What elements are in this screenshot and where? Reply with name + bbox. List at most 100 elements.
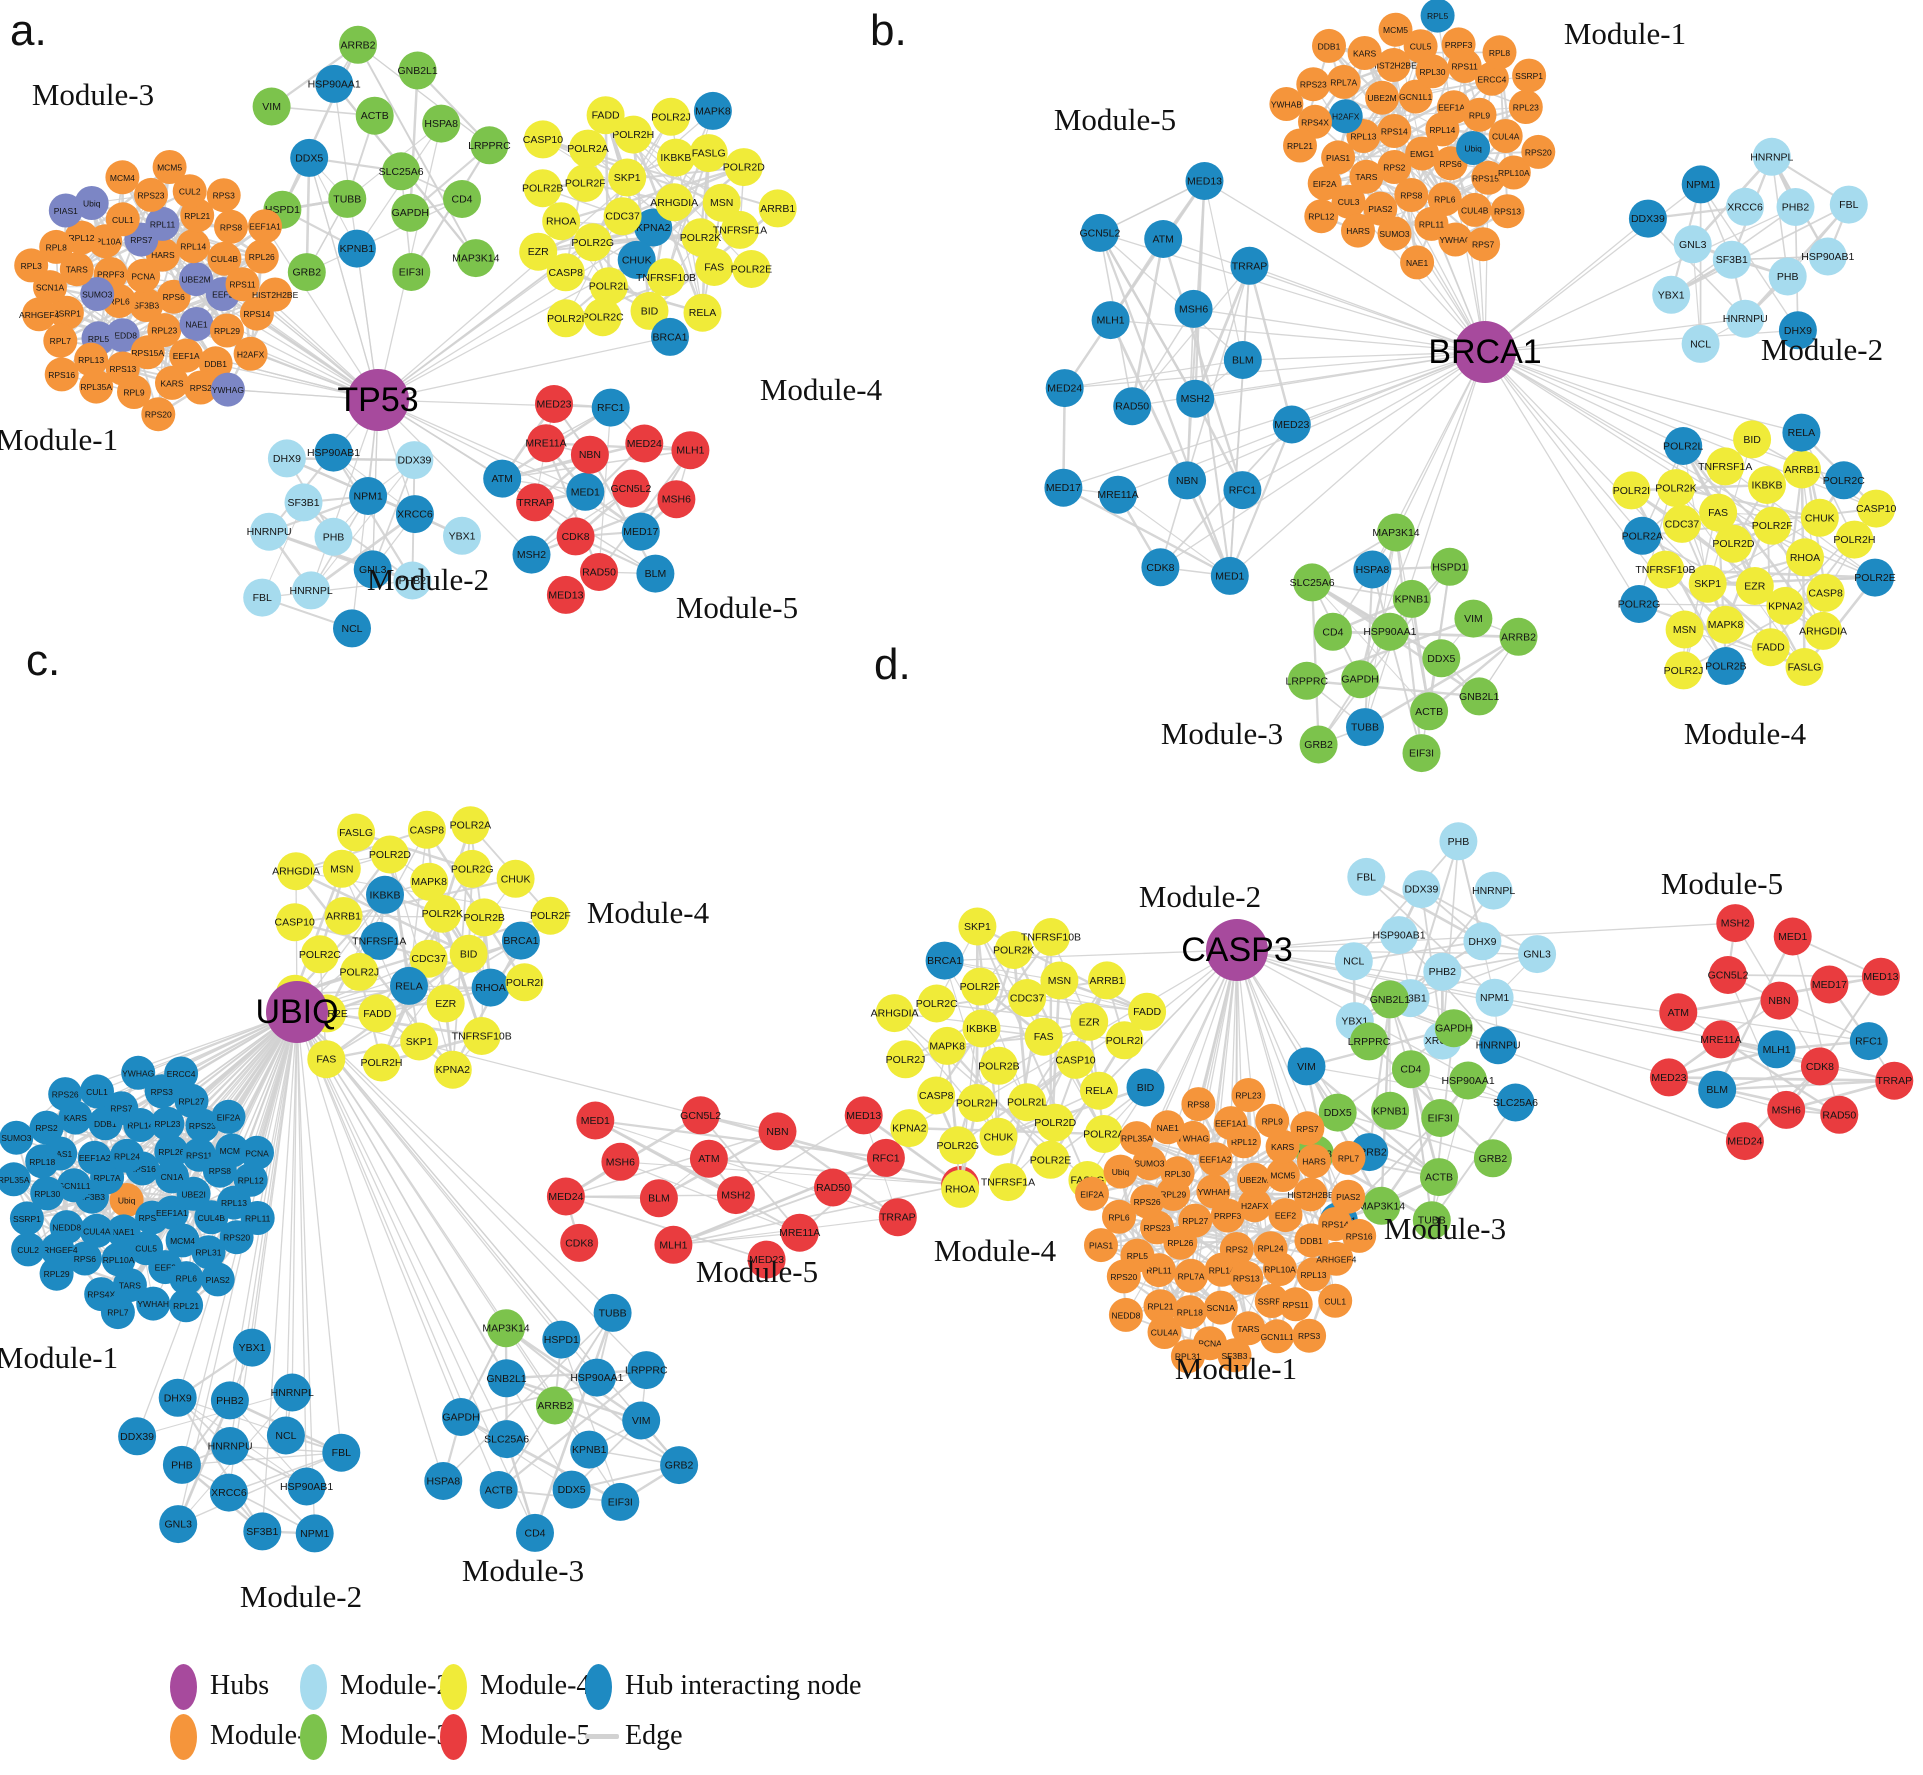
node-BID[interactable]: BID [1126, 1068, 1165, 1107]
node-SUMO3[interactable]: SUMO3 [1377, 216, 1412, 251]
node-DDX5[interactable]: DDX5 [1318, 1093, 1357, 1132]
node-circle[interactable] [353, 550, 392, 589]
node-Ubiq[interactable]: Ubiq [1103, 1154, 1138, 1189]
node-RPS13[interactable]: RPS13 [1490, 194, 1525, 229]
node-TRRAP[interactable]: TRRAP [516, 483, 555, 522]
node-circle[interactable] [134, 177, 168, 212]
node-circle[interactable] [100, 1295, 135, 1330]
node-circle[interactable] [732, 250, 771, 288]
node-GNL3[interactable]: GNL3 [1673, 225, 1712, 264]
node-circle[interactable] [74, 186, 109, 220]
node-POLR2B[interactable]: POLR2B [1705, 647, 1747, 685]
node-circle[interactable] [1412, 1201, 1451, 1240]
node-SUMO3[interactable]: SUMO3 [1132, 1146, 1167, 1181]
node-SF3B3[interactable]: SF3B3 [129, 288, 164, 322]
node-circle[interactable] [1103, 1154, 1138, 1189]
node-RFC1[interactable]: RFC1 [1849, 1022, 1888, 1061]
node-circle[interactable] [243, 578, 282, 617]
node-PHB[interactable]: PHB [1439, 822, 1478, 861]
node-BRCA1[interactable]: BRCA1 [925, 941, 964, 980]
node-EEF1A2[interactable]: EEF1A2 [77, 1140, 112, 1175]
node-LRPPRC[interactable]: LRPPRC [1348, 1022, 1391, 1061]
node-circle[interactable] [172, 174, 207, 209]
node-circle[interactable] [1362, 1186, 1401, 1225]
node-circle[interactable] [589, 267, 628, 306]
node-circle[interactable] [442, 1398, 480, 1436]
node-CDK8[interactable]: CDK8 [1800, 1047, 1839, 1086]
node-RPL21[interactable]: RPL21 [1143, 1289, 1178, 1324]
node-HNRNPU[interactable]: HNRNPU [1723, 299, 1768, 338]
node-circle[interactable] [614, 115, 653, 154]
node-HARS[interactable]: HARS [1341, 213, 1375, 248]
node-RPS7[interactable]: RPS7 [1290, 1111, 1325, 1146]
node-GNL3[interactable]: GNL3 [353, 550, 392, 589]
node-DDX5[interactable]: DDX5 [552, 1470, 591, 1509]
node-HNRNPL[interactable]: HNRNPL [1750, 137, 1794, 176]
node-SF3B1[interactable]: SF3B1 [284, 483, 323, 522]
node-circle[interactable] [1726, 187, 1764, 226]
node-circle[interactable] [689, 134, 728, 173]
node-PHB[interactable]: PHB [1768, 257, 1807, 296]
node-POLR2L[interactable]: POLR2L [1663, 427, 1703, 465]
node-circle[interactable] [1080, 213, 1119, 252]
node-RPS14[interactable]: RPS14 [1377, 114, 1412, 148]
node-BRCA1[interactable]: BRCA1 [651, 317, 689, 356]
node-circle[interactable] [1785, 648, 1824, 686]
node-circle[interactable] [105, 160, 140, 195]
node-circle[interactable] [542, 1320, 581, 1359]
node-LRPPRC[interactable]: LRPPRC [468, 126, 511, 165]
node-GNB2L1[interactable]: GNB2L1 [397, 51, 438, 90]
node-circle[interactable] [844, 1096, 883, 1135]
node-circle[interactable] [40, 1232, 75, 1267]
node-circle[interactable] [382, 152, 421, 191]
node-RPL23[interactable]: RPL23 [150, 1106, 185, 1141]
node-circle[interactable] [1223, 471, 1262, 510]
node-MCM4[interactable]: MCM4 [105, 160, 140, 195]
node-MLH1[interactable]: MLH1 [1757, 1030, 1796, 1069]
node-MSN[interactable]: MSN [1040, 961, 1079, 1000]
node-circle[interactable] [258, 277, 293, 312]
node-circle[interactable] [112, 1268, 147, 1303]
node-SUMO3[interactable]: SUMO3 [0, 1120, 34, 1155]
node-FADD[interactable]: FADD [586, 96, 625, 135]
node-circle[interactable] [1405, 136, 1440, 171]
node-FASLG[interactable]: FASLG [337, 813, 376, 852]
node-circle[interactable] [322, 849, 361, 888]
node-RPL11[interactable]: RPL11 [240, 1201, 275, 1235]
node-KPNA2[interactable]: KPNA2 [1766, 586, 1805, 625]
node-circle[interactable] [1663, 504, 1701, 543]
node-circle[interactable] [1331, 1179, 1366, 1214]
node-NCL[interactable]: NCL [333, 609, 371, 648]
node-CDC37[interactable]: CDC37 [409, 939, 448, 978]
node-circle[interactable] [1460, 677, 1499, 716]
node-EZR[interactable]: EZR [1070, 1002, 1109, 1041]
node-RPL35A[interactable]: RPL35A [1119, 1121, 1154, 1156]
node-circle[interactable] [77, 1140, 112, 1175]
node-circle[interactable] [479, 1471, 518, 1509]
node-circle[interactable] [1341, 213, 1375, 248]
node-circle[interactable] [179, 307, 214, 341]
node-circle[interactable] [1346, 708, 1384, 747]
node-POLR2F[interactable]: POLR2F [960, 967, 1001, 1006]
node-circle[interactable] [179, 262, 213, 297]
node-circle[interactable] [660, 1446, 699, 1485]
node-ERCC4[interactable]: ERCC4 [164, 1056, 199, 1091]
node-circle[interactable] [1229, 1260, 1264, 1295]
node-circle[interactable] [917, 984, 956, 1023]
node-EZR[interactable]: EZR [426, 984, 465, 1023]
node-TUBB[interactable]: TUBB [328, 179, 367, 218]
node-EIF2A[interactable]: EIF2A [1307, 166, 1342, 201]
node-EEF2[interactable]: EEF2 [1268, 1198, 1303, 1233]
node-circle[interactable] [1649, 1058, 1688, 1097]
node-MLH1[interactable]: MLH1 [654, 1225, 693, 1264]
node-circle[interactable] [1198, 1142, 1233, 1177]
node-circle[interactable] [1307, 166, 1342, 201]
node-CD4[interactable]: CD4 [516, 1513, 554, 1552]
node-circle[interactable] [9, 1201, 44, 1236]
node-NPM1[interactable]: NPM1 [295, 1514, 334, 1553]
node-circle[interactable] [248, 209, 282, 244]
node-circle[interactable] [169, 338, 204, 373]
node-circle[interactable] [1748, 466, 1786, 504]
node-RPS13[interactable]: RPS13 [1229, 1260, 1264, 1295]
node-TARS[interactable]: TARS [1349, 159, 1384, 194]
